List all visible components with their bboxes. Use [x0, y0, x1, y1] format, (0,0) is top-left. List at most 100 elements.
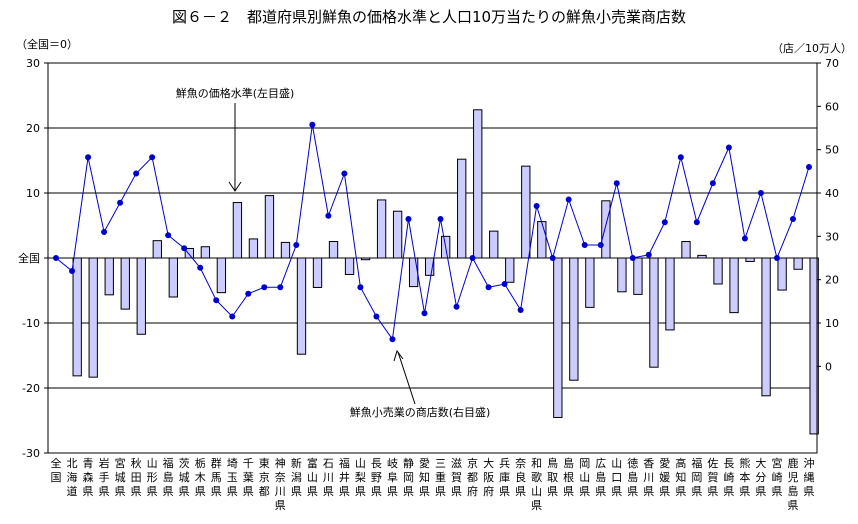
category-label: 島: [163, 470, 174, 484]
bar: [120, 257, 130, 310]
bar: [200, 246, 211, 259]
line-point: [85, 154, 92, 161]
left-axis-ticks: 30 20 10 全国 -10 -20 -30: [18, 57, 48, 460]
right-tick-label: 70: [825, 57, 839, 70]
category-label: 長: [723, 457, 734, 470]
line-point: [101, 229, 108, 235]
bar-series: [72, 109, 819, 435]
left-tick-label: 全国: [18, 251, 40, 265]
bar: [168, 257, 178, 298]
category-label: 県: [211, 485, 222, 498]
category-label: 根: [563, 470, 574, 484]
left-axis-unit: （全国＝0）: [16, 38, 78, 51]
line-point: [677, 154, 684, 161]
line-point: [357, 284, 364, 291]
bar: [745, 257, 755, 262]
category-label: 山: [147, 457, 158, 470]
category-label: 城: [115, 471, 126, 484]
bar: [697, 254, 707, 259]
category-label: 沖: [803, 457, 814, 470]
category-label: 県: [83, 485, 94, 498]
bar: [104, 257, 114, 296]
line-point: [277, 284, 284, 291]
line-point: [789, 216, 796, 222]
category-label: 県: [179, 485, 190, 498]
category-label: 国: [51, 471, 62, 484]
category-label: 手: [99, 470, 110, 484]
bar: [184, 247, 195, 259]
category-label: 県: [659, 485, 670, 498]
category-label: 県: [643, 485, 654, 498]
category-label: 道: [67, 484, 78, 498]
category-label: 県: [371, 485, 382, 498]
category-label: 愛: [659, 457, 670, 470]
category-label: 岡: [579, 457, 590, 470]
category-label: 栃: [195, 456, 206, 470]
category-label: 川: [323, 471, 334, 484]
category-label: 宮: [771, 456, 782, 470]
chart-title: 図６－２ 都道府県別鮮魚の価格水準と人口10万当たりの鮮魚小売業商店数: [171, 8, 687, 26]
category-label: 玉: [227, 471, 238, 484]
category-label: 兵: [499, 457, 510, 470]
category-label: 秋: [131, 456, 142, 470]
line-point: [293, 242, 300, 248]
left-tick-label: 10: [26, 187, 40, 200]
category-label: 大: [755, 456, 766, 470]
bar: [328, 241, 339, 259]
line-point: [69, 268, 76, 274]
category-label: 県: [307, 485, 318, 498]
bar: [72, 257, 82, 377]
category-label: 県: [227, 485, 238, 498]
category-label: 良: [515, 470, 526, 484]
category-label: 本: [739, 470, 750, 484]
line-point: [773, 255, 780, 261]
left-tick-label: 30: [26, 57, 40, 70]
category-label: 県: [115, 485, 126, 498]
category-label: 県: [771, 485, 782, 498]
line-point: [565, 196, 572, 203]
line-point: [597, 242, 604, 248]
category-label: 海: [67, 470, 78, 484]
line-point: [213, 297, 220, 304]
line-point: [581, 242, 588, 248]
category-label: 三: [435, 457, 446, 470]
category-label: 静: [403, 456, 414, 470]
left-tick-label: -20: [22, 382, 40, 395]
category-label: 口: [611, 471, 622, 484]
category-label: 県: [323, 485, 334, 498]
bar: [232, 202, 243, 259]
category-label: 県: [563, 485, 574, 498]
category-label: 県: [531, 499, 542, 512]
category-label: 県: [99, 485, 110, 498]
left-tick-label: 20: [26, 122, 40, 135]
bar: [136, 257, 146, 335]
category-label: 愛: [419, 457, 430, 470]
category-label: 府: [467, 484, 478, 498]
line-point: [549, 255, 556, 261]
category-label: 山: [611, 457, 622, 470]
right-axis-unit: （店／10万人）: [772, 42, 852, 55]
category-label: 阜: [387, 471, 398, 484]
category-label: 潟: [291, 471, 302, 484]
category-label: 県: [627, 485, 638, 498]
bar: [521, 165, 531, 259]
line-point: [421, 310, 428, 317]
bar: [392, 210, 403, 259]
line-point: [309, 121, 316, 128]
category-label: 福: [163, 456, 174, 470]
line-point: [341, 170, 348, 177]
category-label: 県: [499, 485, 510, 498]
category-label: 茨: [179, 456, 190, 470]
left-tick-label: -30: [22, 447, 40, 460]
category-label: 県: [675, 485, 686, 498]
bar: [777, 257, 787, 291]
category-label: 県: [611, 485, 622, 498]
bar: [296, 257, 307, 355]
category-label: 県: [579, 485, 590, 498]
line-point: [149, 154, 156, 161]
line-point: [501, 281, 508, 287]
category-label: 県: [515, 485, 526, 498]
category-label: 県: [419, 485, 430, 498]
category-label: 全: [51, 456, 62, 470]
